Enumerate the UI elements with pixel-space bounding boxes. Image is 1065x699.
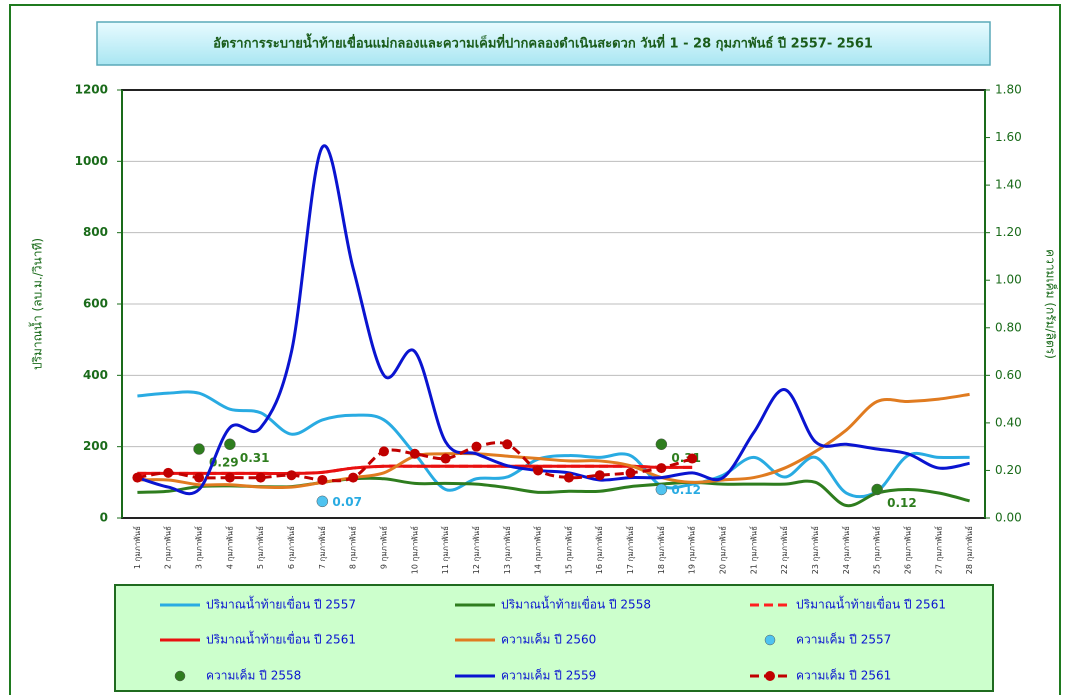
x-tick-label: 10 กุมภาพันธ์ [409,526,419,574]
legend-label: ความเค็ม ปี 2561 [796,668,891,683]
y2-tick-label: 0.00 [995,511,1022,525]
series-marker [533,465,544,476]
x-tick-label: 18 กุมภาพันธ์ [656,526,666,574]
series-marker [255,472,266,483]
series-marker [409,448,420,459]
series-marker [594,470,605,481]
x-tick-label: 19 กุมภาพันธ์ [687,526,697,574]
legend-label: ความเค็ม ปี 2557 [796,632,891,647]
legend-box [114,584,994,692]
series-marker [471,441,482,452]
series-marker [163,467,174,478]
series-marker [440,453,451,464]
x-tick-label: 24 กุมภาพันธ์ [841,526,851,574]
x-tick-label: 12 กุมภาพันธ์ [471,526,481,574]
x-tick-label: 26 กุมภาพันธ์ [902,526,912,574]
series-marker [194,472,205,483]
y-tick-label: 800 [83,225,108,239]
chart-title: อัตราการระบายน้ำท้ายเขื่อนแม่กลองและความ… [213,33,873,52]
x-tick-label: 5 กุมภาพันธ์ [255,526,265,569]
legend-label: ปริมาณน้ำท้ายเขื่อน ปี 2557 [206,596,356,612]
data-label: 0.07 [332,495,362,509]
x-tick-label: 28 กุมภาพันธ์ [964,526,974,574]
data-label: 0.31 [240,451,270,465]
y2-tick-label: 0.60 [995,368,1022,382]
series-line [137,392,970,490]
x-tick-label: 17 กุมภาพันธ์ [625,526,635,574]
series-marker [224,472,235,483]
series-marker [132,472,143,483]
series-dot [193,443,205,455]
series-dot [871,483,883,496]
x-tick-label: 11 กุมภาพันธ์ [440,526,450,574]
legend-label: ปริมาณน้ำท้ายเขื่อน ปี 2561 [796,596,946,612]
x-tick-label: 2 กุมภาพันธ์ [163,526,173,569]
x-tick-label: 22 กุมภาพันธ์ [779,526,789,574]
series-marker [563,472,574,483]
series-dot [655,438,668,451]
x-tick-label: 27 กุมภาพันธ์ [933,526,943,574]
series-line [137,390,970,499]
x-tick-label: 9 กุมภาพันธ์ [378,526,388,569]
y2-tick-label: 1.60 [995,130,1022,144]
data-label: 0.12 [887,496,917,510]
series-marker [502,439,513,450]
x-tick-label: 21 กุมภาพันธ์ [748,526,758,574]
x-tick-label: 8 กุมภาพันธ์ [348,526,358,569]
x-tick-label: 14 กุมภาพันธ์ [533,526,543,574]
series-marker [378,446,389,457]
series-marker [625,467,636,478]
frame [9,4,1061,699]
y2-tick-label: 0.20 [995,463,1022,477]
legend-swatch [174,670,186,682]
series-marker [317,474,328,485]
y-tick-label: 400 [83,368,108,382]
series-marker [656,463,667,474]
y2-tick-label: 1.20 [995,225,1022,239]
legend-label: ความเค็ม ปี 2559 [501,668,596,683]
title-box [96,21,991,66]
x-tick-label: 7 กุมภาพันธ์ [317,526,327,569]
series-dot [224,438,236,451]
y-tick-label: 200 [83,439,108,453]
legend-label: ความเค็ม ปี 2560 [501,632,596,647]
y2-tick-label: 1.40 [995,178,1022,192]
x-tick-label: 25 กุมภาพันธ์ [872,526,882,574]
x-tick-label: 20 กุมภาพันธ์ [718,526,728,574]
x-tick-label: 16 กุมภาพันธ์ [594,526,604,574]
y-tick-label: 600 [83,297,108,311]
x-tick-label: 15 กุมภาพันธ์ [563,526,573,574]
y-tick-label: 1200 [75,83,108,97]
x-tick-label: 4 กุมภาพันธ์ [224,526,234,569]
x-tick-label: 13 กุมภาพันธ์ [502,526,512,574]
data-label: 0.12 [671,483,701,497]
legend-swatch [764,634,776,646]
legend-label: ปริมาณน้ำท้ายเขื่อน ปี 2558 [501,596,651,612]
y-tick-label: 0 [100,511,108,525]
x-tick-label: 6 กุมภาพันธ์ [286,526,296,569]
y2-axis-title: ความเค็ม (กรัม/ลิตร) [1044,249,1059,359]
series-marker [286,470,297,481]
series-marker [348,472,359,483]
y-tick-label: 1000 [75,154,108,168]
y-axis-title: ปริมาณน้ำ (ลบ.ม./วินาที) [29,238,45,370]
data-label: 0.29 [209,456,239,470]
y2-tick-label: 0.80 [995,320,1022,334]
legend-swatch-marker [765,671,775,681]
y2-tick-label: 0.40 [995,415,1022,429]
legend-label: ความเค็ม ปี 2558 [206,668,301,683]
series-dot [316,495,329,508]
series-line [136,144,970,496]
y2-tick-label: 1.00 [995,273,1022,287]
series-marker [687,453,698,464]
x-tick-label: 23 กุมภาพันธ์ [810,526,820,574]
legend-label: ปริมาณน้ำท้ายเขื่อน ปี 2561 [206,631,356,647]
series-dot [655,483,668,496]
x-tick-label: 3 กุมภาพันธ์ [194,526,204,569]
x-tick-label: 1 กุมภาพันธ์ [132,526,142,569]
y2-tick-label: 1.80 [995,83,1022,97]
